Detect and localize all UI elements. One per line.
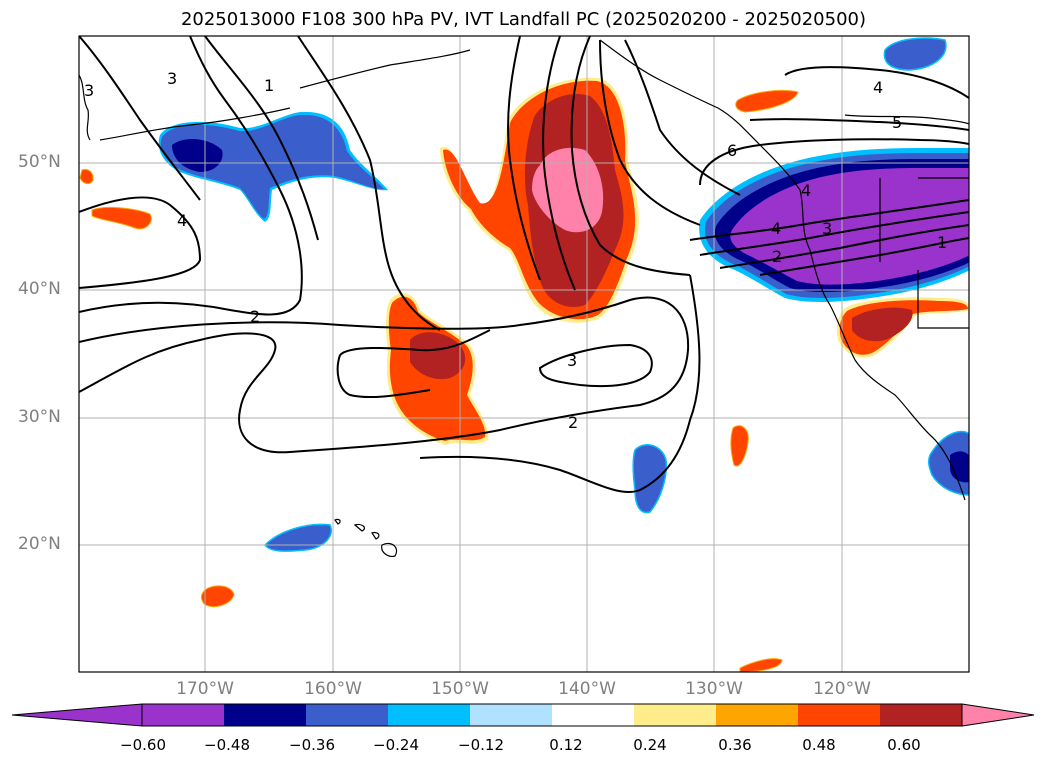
contour-label: 4 (771, 219, 781, 238)
colorbar-tick: −0.12 (458, 736, 504, 754)
lon-label: 120°W (813, 679, 871, 699)
contour-label: 2 (568, 413, 578, 432)
contour-label: 6 (727, 141, 737, 160)
colorbar-tick: 0.48 (802, 736, 836, 754)
colorbar-tick: 0.24 (633, 736, 667, 754)
positive-anomaly-small (735, 89, 799, 113)
colorbar-tick: −0.60 (120, 736, 166, 754)
contour-label: 4 (177, 211, 187, 230)
contour-label: 3 (567, 351, 577, 370)
colorbar-tick: −0.36 (289, 736, 335, 754)
lat-label: 20°N (18, 534, 61, 554)
map-panel: 3 3 4 2 2 3 1 5 4 6 4 4 3 2 1 (79, 36, 969, 672)
contour-label: 1 (264, 76, 274, 95)
positive-anomaly-small (91, 206, 152, 230)
colorbar-extend-min (11, 703, 143, 727)
colorbar-tick: 0.12 (549, 736, 583, 754)
colorbar-segment (798, 704, 881, 726)
colorbar-segment (224, 704, 307, 726)
colorbar-segment (552, 704, 635, 726)
colorbar-tick: 0.60 (887, 736, 921, 754)
pv-contours (79, 36, 969, 493)
lat-label: 40°N (18, 279, 61, 299)
gridlines (79, 36, 969, 672)
lon-label: 170°W (176, 679, 234, 699)
colorbar-tick: −0.48 (204, 736, 250, 754)
positive-anomaly-subtropical (385, 293, 489, 445)
contour-label: 2 (772, 247, 782, 266)
chart-title: 2025013000 F108 300 hPa PV, IVT Landfall… (180, 9, 867, 30)
contour-label: 3 (84, 81, 94, 100)
colorbar-extend-max (961, 703, 1035, 727)
contour-label: 3 (167, 69, 177, 88)
negative-anomaly-small (883, 37, 947, 71)
contour-labels: 3 3 4 2 2 3 1 5 4 6 4 4 3 2 1 (84, 69, 947, 432)
contour-label: 1 (937, 233, 947, 252)
lat-label: 30°N (18, 407, 61, 427)
colorbar-tick: −0.24 (373, 736, 419, 754)
colorbar-segment (470, 704, 553, 726)
coastlines (79, 39, 969, 501)
colorbar-segment (388, 704, 471, 726)
negative-anomaly-small (632, 444, 668, 514)
lon-label: 140°W (558, 679, 616, 699)
colorbar-segment (142, 704, 225, 726)
positive-anomaly-westcoast (836, 297, 969, 358)
positive-anomaly-small (79, 169, 94, 185)
contour-label: 4 (801, 181, 811, 200)
negative-anomaly-north-pacific (158, 111, 388, 222)
negative-anomaly-small (264, 523, 332, 552)
lon-label: 150°W (431, 679, 489, 699)
hawaii-islands (334, 518, 398, 557)
contour-label: 3 (822, 219, 832, 238)
map-frame (78, 35, 970, 673)
lon-label: 160°W (304, 679, 362, 699)
lat-label: 50°N (18, 152, 61, 172)
positive-anomaly-small (730, 425, 749, 467)
colorbar-segment (306, 704, 389, 726)
colorbar-tick: 0.36 (718, 736, 752, 754)
contour-label: 2 (250, 307, 260, 326)
colorbar-segment (880, 704, 963, 726)
colorbar-segment (634, 704, 717, 726)
lon-label: 130°W (685, 679, 743, 699)
colorbar (11, 703, 1035, 727)
positive-anomaly-small (201, 585, 235, 608)
contour-label: 5 (892, 113, 902, 132)
contour-label: 4 (873, 78, 883, 97)
colorbar-segment (716, 704, 799, 726)
